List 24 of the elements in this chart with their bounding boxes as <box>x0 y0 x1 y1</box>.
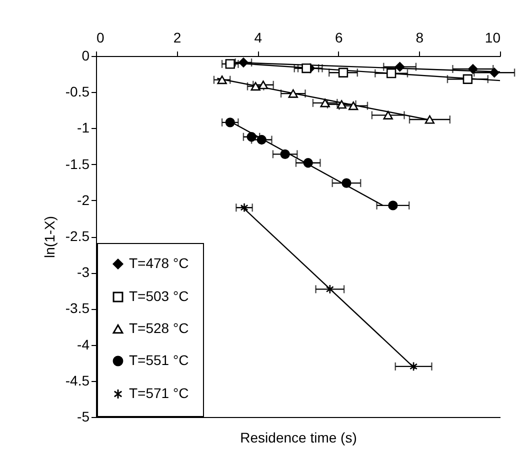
y-tick-label: -4 <box>77 336 90 352</box>
x-tick-label: 8 <box>416 30 424 46</box>
y-tick-label: -3 <box>77 264 90 280</box>
legend-label: T=503 °C <box>129 288 189 304</box>
x-tick-label: 4 <box>254 30 262 46</box>
y-tick-label: -5 <box>77 408 90 424</box>
y-tick-label: -1.5 <box>65 156 90 172</box>
x-tick-label: 6 <box>335 30 343 46</box>
y-tick-label: -4.5 <box>65 372 90 388</box>
legend-label: T=528 °C <box>129 320 189 336</box>
x-tick-label: 2 <box>173 30 182 46</box>
y-tick-label: -0.5 <box>65 84 90 100</box>
legend-label: T=551 °C <box>129 352 189 368</box>
legend-label: T=478 °C <box>129 255 189 271</box>
y-axis-title: ln(1-X) <box>41 216 58 258</box>
y-tick-label: 0 <box>82 48 90 64</box>
x-tick-label: 10 <box>484 30 501 46</box>
x-axis-title: Residence time (s) <box>240 430 357 446</box>
y-tick-label: -3.5 <box>65 300 90 316</box>
y-tick-label: -2 <box>77 192 90 208</box>
y-tick-label: -1 <box>77 120 90 136</box>
x-tick-label: 0 <box>96 30 104 46</box>
legend-label: T=571 °C <box>129 385 189 401</box>
y-tick-label: -2.5 <box>65 228 90 244</box>
